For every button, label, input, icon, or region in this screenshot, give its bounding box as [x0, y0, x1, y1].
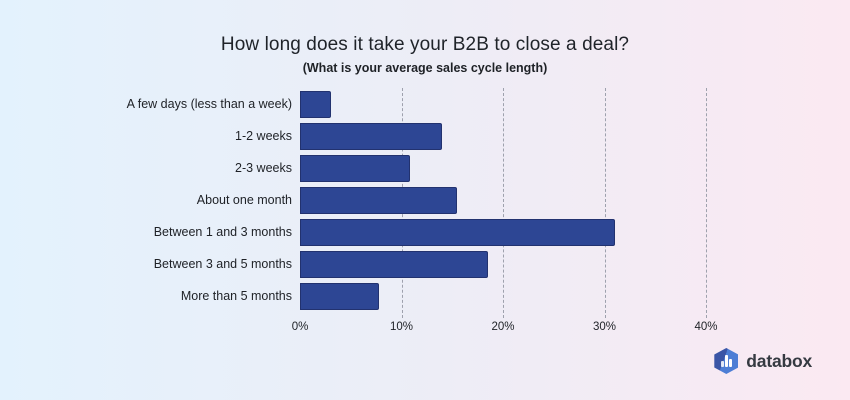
- bar-chart: A few days (less than a week) 1-2 weeks 2-…: [122, 88, 782, 348]
- databox-logo: databox: [714, 348, 812, 374]
- x-axis-tick-label: 40%: [694, 321, 718, 333]
- logo-mini-bars: [720, 355, 732, 367]
- plot-area: 0% 10% 20% 30% 40%: [292, 88, 775, 333]
- gridline: [706, 88, 707, 318]
- category-label: More than 5 months: [180, 289, 292, 303]
- gridline: [604, 88, 606, 318]
- category-label: Between 1 and 3 months: [153, 225, 292, 239]
- category-axis: A few days (less than a week) 1-2 weeks 2-…: [122, 88, 292, 312]
- x-axis-tick-label: 20%: [491, 321, 515, 333]
- x-axis-tick-label: 0%: [291, 321, 309, 333]
- bar: [300, 122, 443, 150]
- category-label: About one month: [196, 193, 292, 207]
- bar: [300, 218, 615, 246]
- bar: [300, 250, 488, 278]
- bar: [300, 186, 458, 214]
- category-label: Between 3 and 5 months: [153, 257, 292, 271]
- chart-subtitle: (What is your average sales cycle length…: [302, 61, 548, 75]
- gridline: [503, 88, 504, 318]
- bar: [300, 90, 332, 118]
- databox-hexagon-bars-icon: [714, 348, 739, 374]
- x-axis-tick-label: 10%: [389, 321, 414, 333]
- chart-title: How long does it take your B2B to close …: [220, 34, 630, 55]
- bar: [300, 154, 410, 182]
- logo-wordmark: databox: [746, 350, 812, 371]
- category-label: A few days (less than a week): [126, 97, 292, 111]
- x-axis-tick-label: 30%: [592, 321, 617, 333]
- category-label: 2-3 weeks: [235, 161, 292, 175]
- bar: [300, 282, 380, 310]
- category-label: 1-2 weeks: [235, 129, 292, 143]
